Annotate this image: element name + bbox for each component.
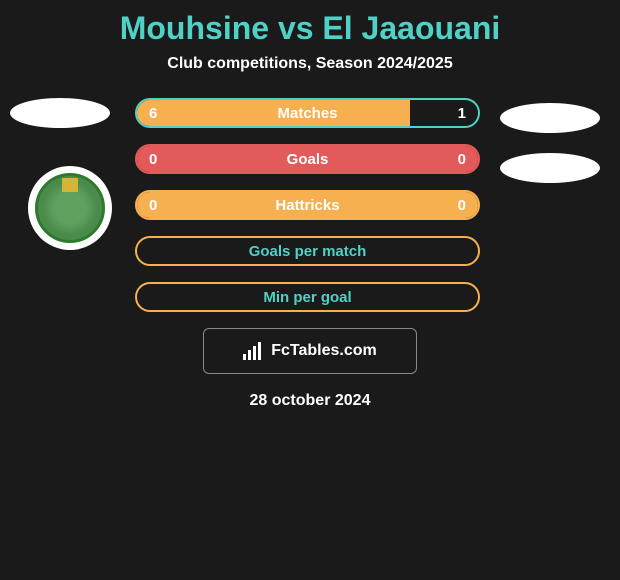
stat-label: Hattricks bbox=[137, 197, 478, 214]
stat-bar-mpg: Min per goal bbox=[135, 282, 480, 312]
stat-label: Goals bbox=[137, 151, 478, 168]
stat-right-value: 0 bbox=[458, 197, 466, 214]
fctables-badge[interactable]: FcTables.com bbox=[203, 328, 417, 374]
stat-bar-matches: 6 Matches 1 bbox=[135, 98, 480, 128]
date-label: 28 october 2024 bbox=[0, 392, 620, 410]
stat-right-value: 1 bbox=[458, 105, 466, 122]
bar-chart-icon bbox=[243, 342, 265, 360]
stat-label: Matches bbox=[137, 105, 478, 122]
page-title: Mouhsine vs El Jaaouani bbox=[0, 0, 620, 47]
club-logo-left bbox=[28, 166, 112, 250]
fctables-label: FcTables.com bbox=[271, 342, 377, 360]
stat-label: Goals per match bbox=[137, 243, 478, 260]
stat-bar-gpm: Goals per match bbox=[135, 236, 480, 266]
stat-bar-hattricks: 0 Hattricks 0 bbox=[135, 190, 480, 220]
stat-bar-goals: 0 Goals 0 bbox=[135, 144, 480, 174]
stat-right-value: 0 bbox=[458, 151, 466, 168]
team-oval-right-mid bbox=[500, 153, 600, 183]
subtitle: Club competitions, Season 2024/2025 bbox=[0, 55, 620, 73]
team-oval-left-top bbox=[10, 98, 110, 128]
stats-content: 6 Matches 1 0 Goals 0 0 Hattricks 0 Goal… bbox=[0, 98, 620, 410]
stat-label: Min per goal bbox=[137, 289, 478, 306]
team-oval-right-top bbox=[500, 103, 600, 133]
